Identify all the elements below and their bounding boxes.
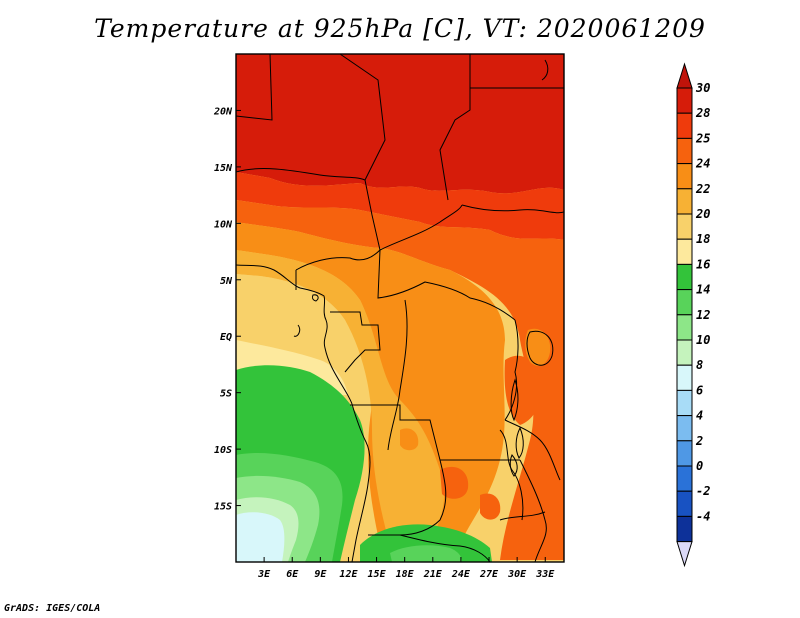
y-tick-label: 15N: [214, 163, 233, 174]
y-tick-label: 20N: [213, 106, 233, 117]
x-tick-label: 30E: [507, 569, 527, 580]
colorbar-box: [676, 339, 693, 366]
field-hotspot-east: [504, 355, 542, 425]
colorbar-box: [676, 137, 693, 165]
chart-title: Temperature at 925hPa [C], VT: 202006120…: [94, 14, 706, 43]
x-tick-label: 3E: [257, 569, 271, 580]
colorbar-box: [676, 389, 693, 417]
colorbar-label: 25: [695, 131, 710, 145]
field-lake-patch: [525, 328, 551, 366]
x-tick-label: 27E: [479, 569, 499, 580]
colorbar-box: [676, 415, 693, 442]
field-patch-3: [400, 428, 419, 451]
colorbar-label: 24: [695, 157, 710, 171]
colorbar-label: 12: [696, 308, 710, 322]
field-25-band: [236, 200, 564, 560]
colorbar-box: [676, 314, 693, 341]
coastlines-borders: [236, 54, 564, 562]
colorbar-label: 2: [695, 434, 703, 448]
y-tick-label: 15S: [214, 502, 232, 513]
x-tick-label: 18E: [396, 569, 415, 580]
y-tick-label: 5S: [220, 389, 232, 400]
credit-text: GrADS: IGES/COLA: [4, 603, 101, 614]
colorbar-label: -4: [696, 509, 710, 523]
field-patch-1: [440, 466, 469, 499]
colorbar-box: [676, 87, 693, 114]
temperature-field: [236, 54, 564, 562]
colorbar-box: [676, 289, 693, 316]
x-tick-label: 33E: [535, 569, 555, 580]
map-frame: [235, 53, 565, 563]
colorbar-label: 8: [696, 358, 703, 372]
colorbar-box: [676, 465, 693, 492]
colorbar-top-arrow: [676, 62, 693, 89]
field-8-region: [236, 512, 285, 562]
colorbar-box: [676, 188, 693, 215]
y-tick-label: EQ: [220, 332, 232, 343]
y-tick-label: 10S: [214, 445, 232, 456]
colorbar-label: 6: [696, 383, 703, 397]
colorbar-label: 22: [695, 182, 710, 196]
colorbar-label: 0: [696, 459, 703, 473]
colorbar-box: [676, 364, 693, 391]
x-tick-label: 6E: [286, 569, 299, 580]
field-14-highlands: [390, 545, 462, 562]
colorbar-box: [676, 263, 693, 291]
x-tick-label: 24E: [451, 569, 471, 580]
colorbar-box: [676, 213, 693, 240]
colorbar-label: 20: [695, 207, 710, 221]
colorbar-box: [676, 163, 693, 190]
field-30-band: [236, 54, 564, 194]
colorbar-box: [676, 515, 693, 543]
colorbar-box: [676, 112, 693, 139]
colorbar-box: [676, 238, 693, 265]
field-28-band: [236, 172, 564, 240]
x-tick-label: 15E: [368, 569, 387, 580]
colorbar-label: 16: [696, 257, 710, 271]
colorbar-label: 4: [696, 409, 703, 423]
axis-ticks: 3E 6E 9E 12E 15E 18E 21E 24E 27E 30E 33E 20N 15N 10N 5…: [213, 106, 555, 580]
field-patch-2: [480, 493, 501, 520]
y-tick-label: 5N: [220, 276, 233, 287]
colorbar-label: 18: [696, 232, 710, 246]
colorbar-label: -2: [696, 484, 710, 498]
x-tick-label: 9E: [314, 569, 327, 580]
colorbar-box: [676, 440, 693, 467]
field-22-region: [236, 250, 445, 545]
x-tick-label: 21E: [423, 569, 443, 580]
x-tick-label: 12E: [339, 569, 358, 580]
colorbar-label: 10: [696, 333, 710, 347]
colorbar-bottom-arrow: [676, 541, 693, 568]
colorbar-label: 28: [695, 106, 710, 120]
colorbar-box: [676, 490, 693, 517]
colorbar-label: 14: [696, 283, 710, 297]
colorbar-label: 30: [695, 81, 710, 95]
y-tick-label: 10N: [214, 219, 233, 230]
